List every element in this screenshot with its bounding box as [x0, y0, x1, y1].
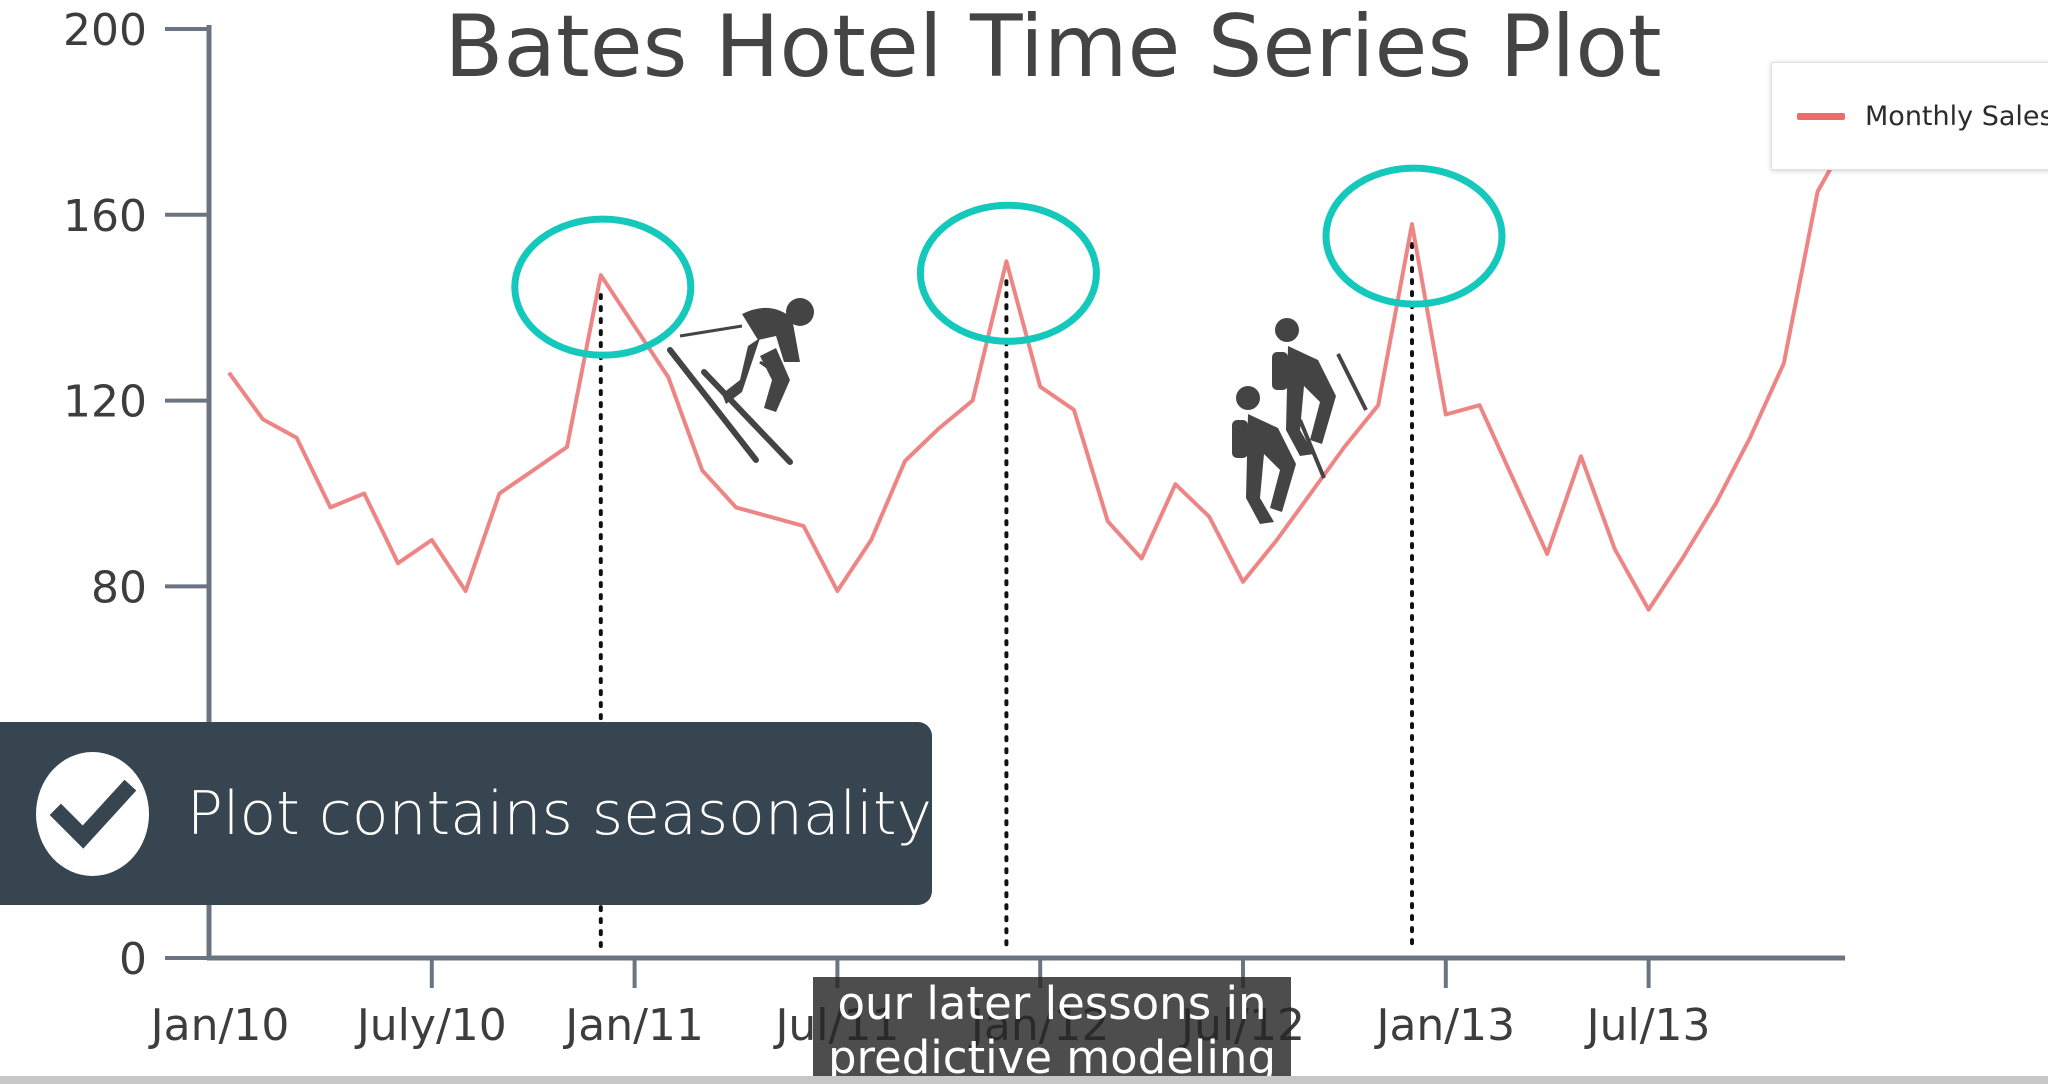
- chart-title: Bates Hotel Time Series Plot: [444, 0, 1661, 97]
- y-axis-ticks: 0 80 120 160 200: [63, 5, 209, 985]
- caption-line-1: our later lessons in: [837, 977, 1267, 1030]
- peak-ellipse: [1322, 164, 1506, 308]
- y-tick-label: 0: [119, 934, 147, 985]
- seasonality-callout: Plot contains seasonality: [0, 722, 932, 905]
- series-line-monthly-sales: [227, 130, 1854, 612]
- skier-icon: [667, 298, 814, 465]
- checkmark-icon: [36, 751, 149, 876]
- callout-text: Plot contains seasonality: [186, 778, 932, 849]
- x-tick-label: Jan/10: [148, 1000, 290, 1051]
- legend-label: Monthly Sales: [1865, 100, 2048, 132]
- hikers-icon: [1232, 318, 1368, 524]
- y-tick-label: 120: [63, 377, 147, 428]
- x-tick-label: Jan/13: [1373, 1000, 1515, 1051]
- peak-markers: [511, 164, 1506, 359]
- y-tick-label: 200: [63, 5, 147, 56]
- y-tick-label: 80: [91, 562, 147, 613]
- x-tick-label: Jan/11: [562, 1000, 704, 1051]
- chart-legend: Monthly Sales: [1771, 62, 2048, 170]
- caption-line-2: predictive modeling: [827, 1031, 1277, 1079]
- peak-ellipse: [511, 215, 695, 359]
- peak-ellipse: [916, 201, 1100, 345]
- video-captions: our later lessons in predictive modeling: [813, 977, 1291, 1079]
- y-tick-label: 160: [63, 191, 147, 242]
- x-tick-label: July/10: [354, 1000, 507, 1051]
- legend-swatch: [1797, 112, 1845, 120]
- video-progress-bar[interactable]: [0, 1076, 2048, 1084]
- x-tick-label: Jul/13: [1584, 1000, 1711, 1051]
